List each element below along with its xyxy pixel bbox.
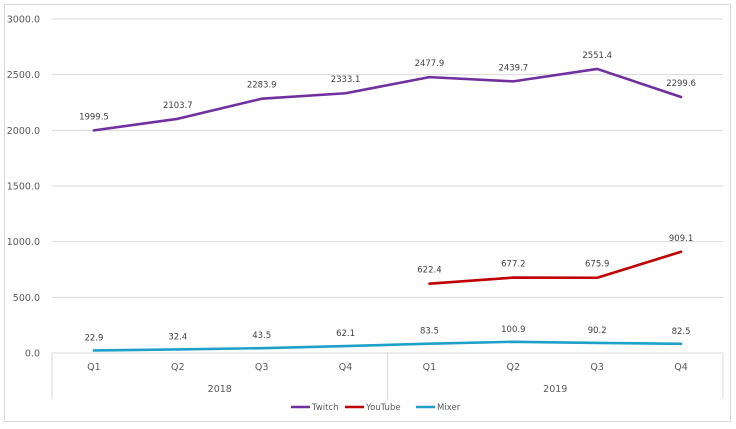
y-tick-label: 1500.0 xyxy=(7,182,40,193)
legend-label-twitch: Twitch xyxy=(311,403,339,413)
x-tick-label: Q4 xyxy=(674,362,688,373)
data-label-mixer: 100.9 xyxy=(501,325,525,335)
data-label-mixer: 22.9 xyxy=(84,333,103,343)
data-label-twitch: 2439.7 xyxy=(498,63,528,73)
x-tick-label: Q2 xyxy=(507,362,521,373)
data-label-twitch: 2299.6 xyxy=(666,79,696,89)
x-tick-label: Q1 xyxy=(87,362,101,373)
data-label-mixer: 62.1 xyxy=(336,329,355,339)
y-tick-label: 3000.0 xyxy=(7,15,40,26)
y-tick-label: 2000.0 xyxy=(7,126,40,137)
data-label-youtube: 677.2 xyxy=(501,260,525,270)
gridlines xyxy=(52,18,723,298)
x-tick-label: Q4 xyxy=(339,362,353,373)
x-tick-label: Q3 xyxy=(255,362,269,373)
data-label-twitch: 2551.4 xyxy=(582,51,612,61)
legend: Twitch YouTube Mixer xyxy=(291,403,461,413)
data-label-twitch: 1999.5 xyxy=(79,112,109,122)
y-tick-label: 2500.0 xyxy=(7,70,40,81)
series-line-youtube xyxy=(428,250,683,286)
x-axis: 2018 2019 Q1 Q2 Q3 Q4 Q1 Q2 Q3 Q4 xyxy=(51,352,724,399)
legend-label-youtube: YouTube xyxy=(365,403,401,413)
data-label-youtube: 675.9 xyxy=(585,260,609,270)
data-label-mixer: 32.4 xyxy=(168,332,187,342)
data-label-mixer: 83.5 xyxy=(420,327,439,337)
data-label-twitch: 2477.9 xyxy=(415,59,445,69)
data-label-twitch: 2333.1 xyxy=(331,75,361,85)
data-labels: 1999.5 2103.7 2283.9 2333.1 2477.9 2439.7 2551… xyxy=(79,51,696,344)
data-label-youtube: 622.4 xyxy=(417,266,441,276)
series-line-mixer xyxy=(92,340,683,352)
y-axis: 0.0 500.0 1000.0 1500.0 2000.0 2500.0 3000.0 xyxy=(7,15,40,360)
data-label-mixer: 43.5 xyxy=(252,331,271,341)
x-tick-label: Q1 xyxy=(423,362,437,373)
series-lines xyxy=(92,67,683,352)
x-tick-label: Q2 xyxy=(171,362,185,373)
x-group-label: 2018 xyxy=(208,384,232,395)
data-label-mixer: 90.2 xyxy=(588,326,607,336)
data-label-twitch: 2283.9 xyxy=(247,81,277,91)
y-tick-label: 0.0 xyxy=(25,349,40,360)
data-label-twitch: 2103.7 xyxy=(163,101,193,111)
y-tick-label: 500.0 xyxy=(13,293,40,304)
series-line-twitch xyxy=(92,67,683,132)
x-group-label: 2019 xyxy=(543,384,567,395)
legend-label-mixer: Mixer xyxy=(437,403,461,413)
y-tick-label: 1000.0 xyxy=(7,237,40,248)
data-label-youtube: 909.1 xyxy=(669,234,693,244)
x-tick-label: Q3 xyxy=(590,362,604,373)
data-label-mixer: 82.5 xyxy=(672,327,691,337)
